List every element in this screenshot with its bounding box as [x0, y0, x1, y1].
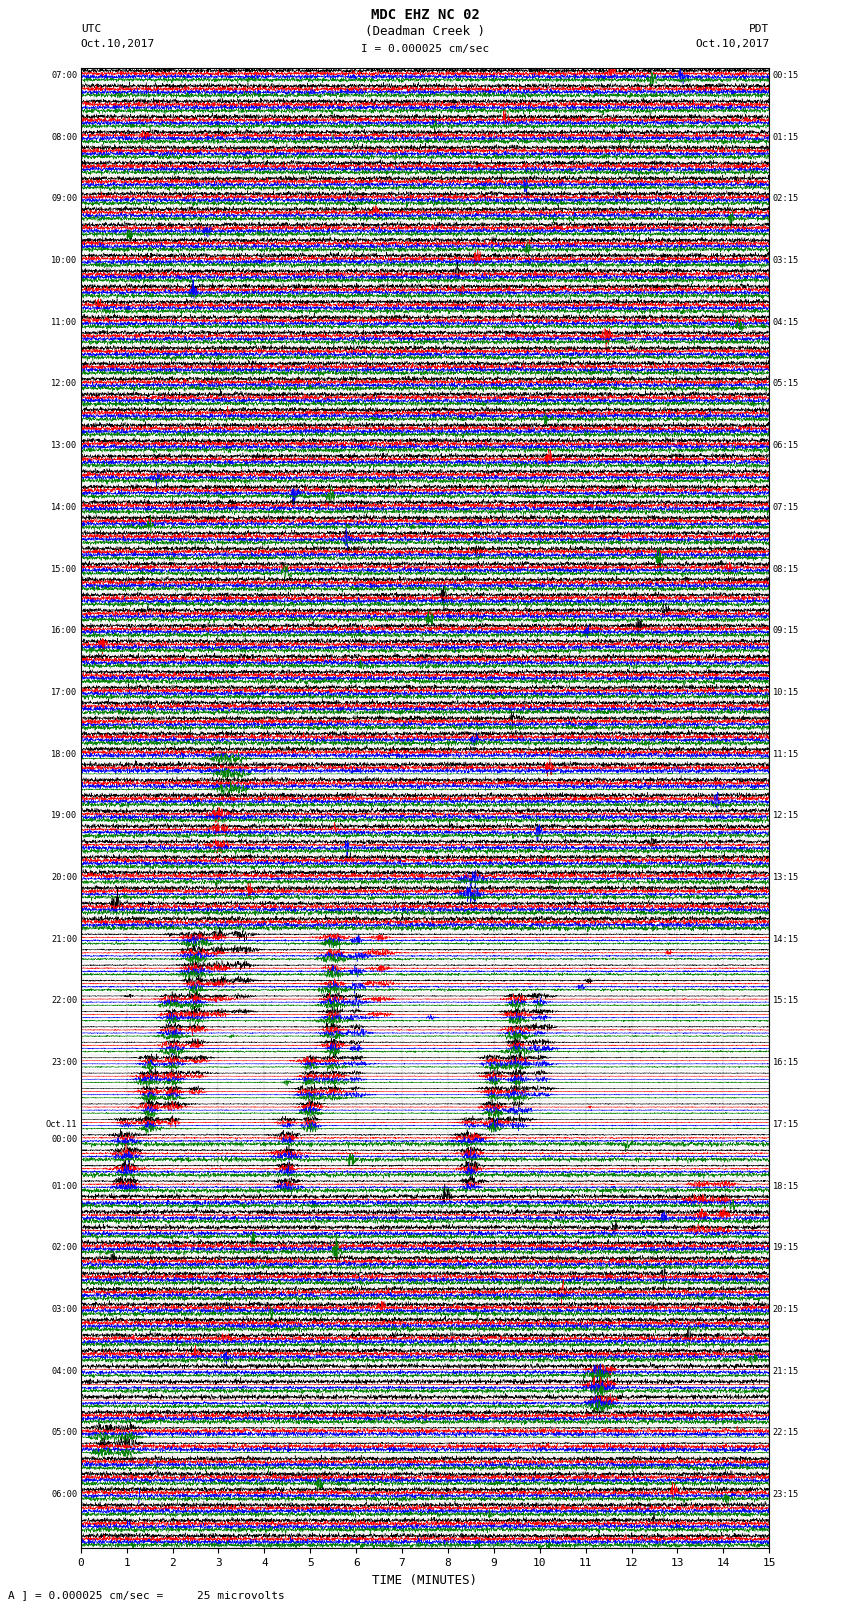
Text: 20:15: 20:15 [773, 1305, 799, 1315]
Text: MDC EHZ NC 02: MDC EHZ NC 02 [371, 8, 479, 23]
Text: 23:00: 23:00 [51, 1058, 77, 1068]
Text: 04:00: 04:00 [51, 1366, 77, 1376]
Text: 06:00: 06:00 [51, 1490, 77, 1498]
Text: PDT: PDT [749, 24, 769, 34]
Text: 14:15: 14:15 [773, 934, 799, 944]
Text: A ] = 0.000025 cm/sec =     25 microvolts: A ] = 0.000025 cm/sec = 25 microvolts [8, 1590, 286, 1600]
Text: UTC: UTC [81, 24, 101, 34]
Text: 09:00: 09:00 [51, 194, 77, 203]
Text: (Deadman Creek ): (Deadman Creek ) [365, 26, 485, 39]
Text: 07:00: 07:00 [51, 71, 77, 81]
Text: 18:15: 18:15 [773, 1181, 799, 1190]
Text: 03:15: 03:15 [773, 256, 799, 265]
Text: 15:15: 15:15 [773, 997, 799, 1005]
Text: 19:00: 19:00 [51, 811, 77, 821]
Text: I = 0.000025 cm/sec: I = 0.000025 cm/sec [361, 44, 489, 53]
Text: 21:00: 21:00 [51, 934, 77, 944]
Text: 02:15: 02:15 [773, 194, 799, 203]
X-axis label: TIME (MINUTES): TIME (MINUTES) [372, 1574, 478, 1587]
Text: 00:15: 00:15 [773, 71, 799, 81]
Text: 15:00: 15:00 [51, 565, 77, 574]
Text: 13:15: 13:15 [773, 873, 799, 882]
Text: 02:00: 02:00 [51, 1244, 77, 1252]
Text: 08:15: 08:15 [773, 565, 799, 574]
Text: 01:00: 01:00 [51, 1181, 77, 1190]
Text: 06:15: 06:15 [773, 440, 799, 450]
Text: 16:15: 16:15 [773, 1058, 799, 1068]
Text: 09:15: 09:15 [773, 626, 799, 636]
Text: 17:15: 17:15 [773, 1119, 799, 1129]
Text: 22:15: 22:15 [773, 1428, 799, 1437]
Text: 07:15: 07:15 [773, 503, 799, 511]
Text: 05:15: 05:15 [773, 379, 799, 389]
Text: 20:00: 20:00 [51, 873, 77, 882]
Text: 17:00: 17:00 [51, 687, 77, 697]
Text: 18:00: 18:00 [51, 750, 77, 758]
Text: 11:15: 11:15 [773, 750, 799, 758]
Text: 12:00: 12:00 [51, 379, 77, 389]
Text: 01:15: 01:15 [773, 132, 799, 142]
Text: 12:15: 12:15 [773, 811, 799, 821]
Text: 14:00: 14:00 [51, 503, 77, 511]
Text: 03:00: 03:00 [51, 1305, 77, 1315]
Text: Oct.11: Oct.11 [46, 1119, 77, 1129]
Text: 11:00: 11:00 [51, 318, 77, 327]
Text: 22:00: 22:00 [51, 997, 77, 1005]
Text: Oct.10,2017: Oct.10,2017 [695, 39, 769, 48]
Text: 23:15: 23:15 [773, 1490, 799, 1498]
Text: 21:15: 21:15 [773, 1366, 799, 1376]
Text: 10:15: 10:15 [773, 687, 799, 697]
Text: 08:00: 08:00 [51, 132, 77, 142]
Text: 04:15: 04:15 [773, 318, 799, 327]
Text: 00:00: 00:00 [51, 1136, 77, 1144]
Text: 19:15: 19:15 [773, 1244, 799, 1252]
Text: 05:00: 05:00 [51, 1428, 77, 1437]
Text: 13:00: 13:00 [51, 440, 77, 450]
Text: 10:00: 10:00 [51, 256, 77, 265]
Text: 16:00: 16:00 [51, 626, 77, 636]
Text: Oct.10,2017: Oct.10,2017 [81, 39, 155, 48]
